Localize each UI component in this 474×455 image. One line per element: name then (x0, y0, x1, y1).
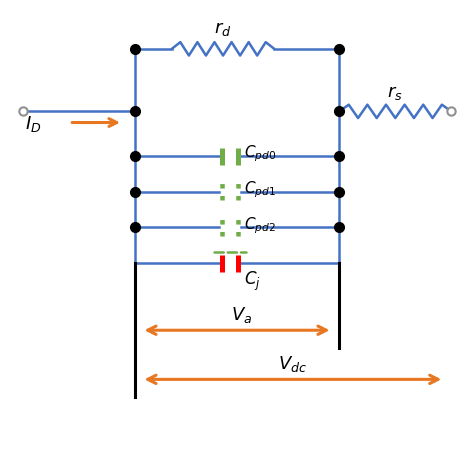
Text: $C_{pd2}$: $C_{pd2}$ (244, 215, 276, 236)
Text: $C_{pd0}$: $C_{pd0}$ (244, 143, 276, 164)
Text: $V_a$: $V_a$ (231, 305, 252, 325)
Text: $r_d$: $r_d$ (214, 20, 232, 38)
Text: $C_{pd1}$: $C_{pd1}$ (244, 179, 276, 200)
Text: $r_s$: $r_s$ (387, 84, 403, 101)
Text: $I_D$: $I_D$ (25, 114, 42, 134)
Text: $V_{dc}$: $V_{dc}$ (278, 354, 308, 374)
Text: $C_j$: $C_j$ (244, 270, 261, 293)
